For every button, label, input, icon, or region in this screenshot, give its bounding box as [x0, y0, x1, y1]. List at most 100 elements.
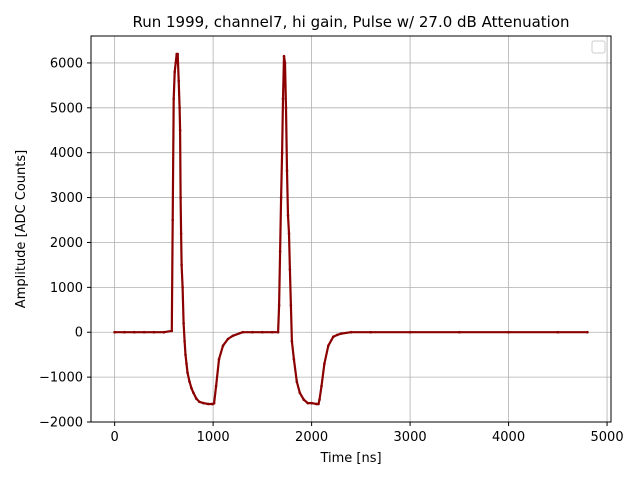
data-point — [335, 333, 339, 337]
x-tick-label: 4000 — [492, 430, 525, 445]
data-point — [277, 304, 281, 307]
data-point — [282, 54, 286, 58]
data-point — [123, 330, 126, 334]
y-tick-label: 1000 — [50, 281, 83, 296]
data-point — [184, 353, 187, 357]
data-point — [217, 357, 221, 361]
data-point — [185, 362, 188, 366]
y-tick-label: 0 — [75, 326, 83, 341]
data-point — [507, 330, 510, 334]
data-point — [170, 329, 174, 333]
data-point — [458, 330, 461, 334]
data-point — [302, 398, 306, 401]
data-point — [332, 335, 335, 339]
data-point — [142, 330, 146, 334]
data-point — [176, 52, 179, 56]
data-point — [181, 286, 184, 289]
data-point — [179, 196, 182, 199]
data-point — [317, 402, 320, 406]
data-point — [133, 330, 136, 334]
data-point — [339, 332, 343, 335]
chart-title: Run 1999, channel7, hi gain, Pulse w/ 27… — [132, 13, 569, 31]
data-point — [202, 401, 205, 405]
data-point — [286, 214, 290, 217]
y-tick-label: 2000 — [50, 236, 83, 251]
x-tick-label: 2000 — [295, 430, 328, 445]
data-point — [113, 330, 116, 334]
data-point — [278, 250, 282, 253]
data-point — [323, 362, 326, 366]
data-point — [162, 330, 166, 334]
data-point — [188, 380, 191, 383]
data-point — [177, 79, 180, 83]
data-point — [287, 232, 291, 235]
x-tick-label: 5000 — [591, 430, 624, 445]
data-point — [178, 129, 182, 132]
data-point — [221, 344, 225, 348]
data-point — [285, 169, 289, 172]
data-point — [306, 401, 310, 405]
data-point — [280, 151, 284, 154]
legend — [591, 40, 606, 54]
data-point — [190, 387, 193, 390]
data-point — [276, 330, 280, 334]
data-point — [289, 304, 293, 307]
data-point — [261, 330, 264, 334]
y-tick-label: 6000 — [50, 56, 83, 71]
data-point — [408, 330, 412, 334]
data-point — [171, 218, 174, 222]
data-point — [173, 70, 176, 74]
data-point — [152, 330, 156, 334]
y-tick-label: 5000 — [50, 101, 83, 116]
legend-swatch — [591, 40, 606, 54]
data-point — [279, 196, 283, 199]
data-point — [241, 330, 244, 334]
data-point — [310, 401, 313, 405]
x-tick-label: 1000 — [197, 430, 230, 445]
data-point — [283, 61, 287, 65]
data-point — [295, 380, 299, 383]
y-tick-label: −1000 — [39, 371, 83, 386]
data-point — [288, 268, 292, 271]
y-tick-label: 4000 — [50, 146, 83, 161]
data-point — [182, 322, 185, 325]
data-point — [320, 384, 323, 388]
data-point — [179, 232, 183, 235]
data-point — [290, 339, 294, 343]
data-point — [183, 339, 186, 343]
x-tick-label: 0 — [110, 430, 118, 445]
data-point — [292, 357, 296, 361]
data-point — [586, 330, 589, 334]
data-point — [195, 397, 198, 401]
data-point — [349, 330, 353, 334]
data-point — [327, 344, 330, 348]
data-point — [298, 391, 302, 395]
data-point — [206, 402, 210, 406]
y-tick-label: −2000 — [39, 416, 83, 431]
data-series — [113, 52, 589, 406]
data-point — [178, 106, 181, 110]
data-point — [212, 401, 216, 405]
data-point — [270, 330, 274, 334]
data-point — [174, 61, 177, 65]
grid-lines — [91, 36, 611, 423]
y-tick-label: 3000 — [50, 191, 83, 206]
data-point — [198, 400, 201, 404]
data-point — [186, 371, 189, 374]
x-tick-label: 3000 — [394, 430, 427, 445]
data-point — [251, 330, 254, 334]
data-point — [172, 97, 175, 101]
x-axis-label: Time [ns] — [319, 451, 381, 466]
data-point — [214, 384, 218, 388]
data-point — [556, 330, 560, 334]
data-point — [180, 263, 183, 267]
data-point — [226, 337, 230, 341]
data-point — [315, 402, 318, 406]
plot-frame — [90, 35, 612, 423]
data-point — [192, 391, 195, 395]
data-point — [284, 106, 288, 110]
data-point — [318, 398, 321, 401]
data-point — [281, 97, 285, 101]
